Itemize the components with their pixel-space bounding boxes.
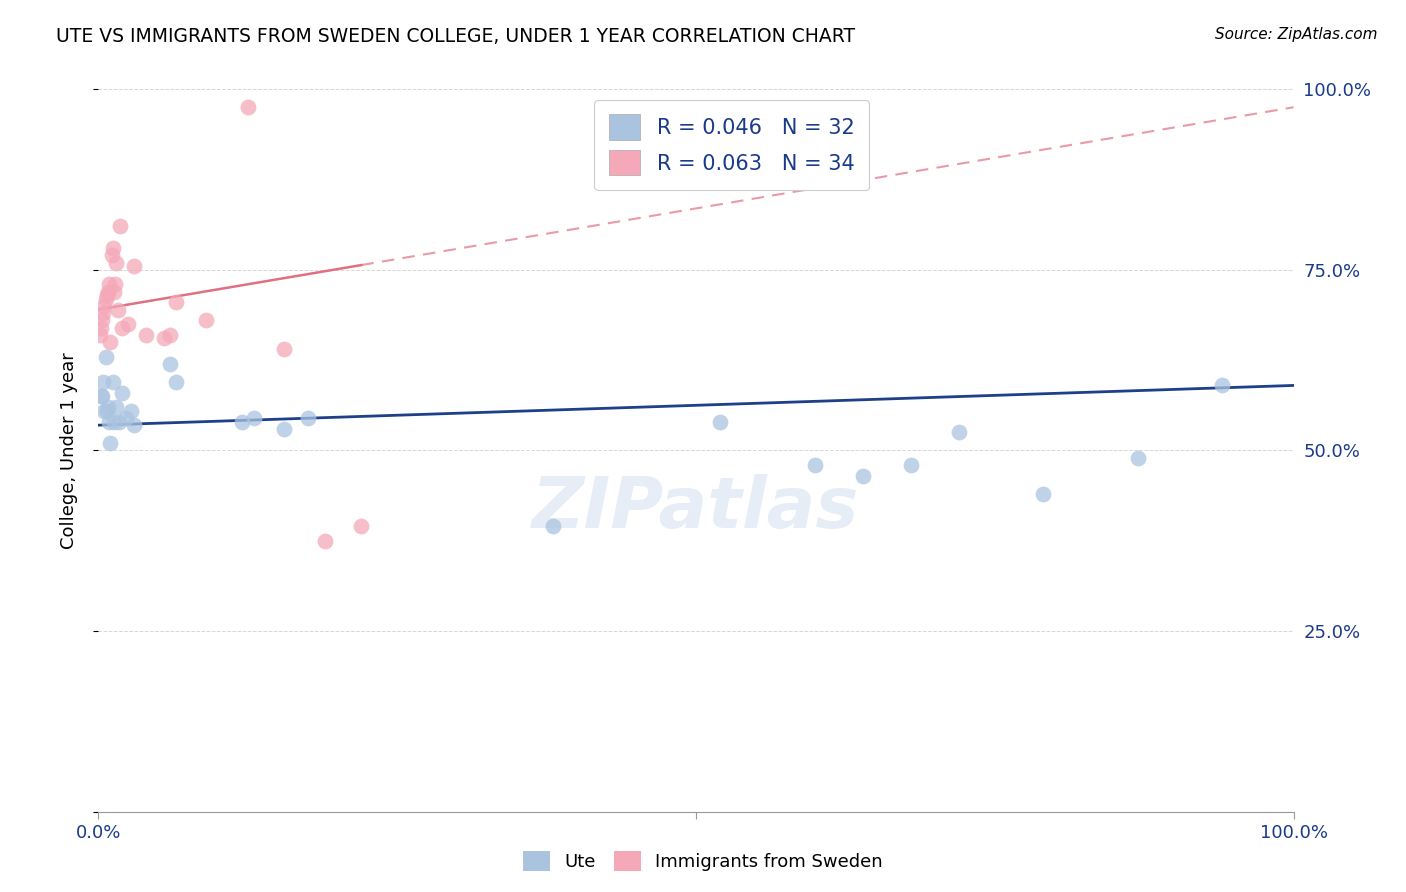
Point	[90, 389, 112, 403]
Point	[94, 350, 117, 364]
Point	[1211, 378, 1233, 392]
Point	[195, 313, 218, 327]
Point	[91, 389, 114, 403]
Point	[96, 288, 118, 302]
Y-axis label: College, Under 1 year: College, Under 1 year	[59, 352, 77, 549]
Point	[98, 415, 121, 429]
Point	[159, 327, 181, 342]
Text: Source: ZipAtlas.com: Source: ZipAtlas.com	[1215, 27, 1378, 42]
Point	[124, 259, 146, 273]
Point	[103, 285, 125, 299]
Point	[315, 533, 337, 548]
Point	[900, 458, 922, 472]
Point	[111, 385, 134, 400]
Point	[120, 403, 142, 417]
Point	[165, 375, 187, 389]
Point	[105, 255, 128, 269]
Point	[297, 411, 319, 425]
Point	[107, 302, 129, 317]
Point	[100, 248, 122, 262]
Point	[243, 411, 266, 425]
Point	[108, 219, 131, 234]
Point	[89, 327, 111, 342]
Point	[104, 277, 127, 292]
Point	[93, 299, 115, 313]
Point	[165, 295, 187, 310]
Point	[117, 317, 139, 331]
Point	[103, 415, 125, 429]
Point	[91, 375, 114, 389]
Text: ZIPatlas: ZIPatlas	[533, 474, 859, 542]
Point	[115, 411, 138, 425]
Point	[111, 320, 134, 334]
Point	[236, 100, 259, 114]
Point	[97, 400, 120, 414]
Legend: R = 0.046   N = 32, R = 0.063   N = 34: R = 0.046 N = 32, R = 0.063 N = 34	[595, 100, 869, 190]
Point	[231, 415, 253, 429]
Legend: Ute, Immigrants from Sweden: Ute, Immigrants from Sweden	[516, 844, 890, 879]
Point	[709, 415, 731, 429]
Point	[124, 418, 146, 433]
Point	[135, 327, 157, 342]
Point	[153, 331, 176, 345]
Point	[948, 425, 970, 440]
Point	[1128, 450, 1150, 465]
Point	[91, 313, 114, 327]
Point	[1032, 487, 1054, 501]
Point	[91, 306, 114, 320]
Point	[107, 415, 129, 429]
Point	[159, 357, 181, 371]
Point	[98, 277, 121, 292]
Point	[90, 320, 112, 334]
Point	[804, 458, 827, 472]
Point	[105, 400, 128, 414]
Point	[852, 468, 875, 483]
Point	[541, 519, 564, 533]
Point	[94, 292, 117, 306]
Point	[101, 241, 124, 255]
Point	[98, 334, 122, 349]
Point	[98, 436, 122, 450]
Point	[350, 519, 373, 533]
Point	[93, 403, 115, 417]
Text: UTE VS IMMIGRANTS FROM SWEDEN COLLEGE, UNDER 1 YEAR CORRELATION CHART: UTE VS IMMIGRANTS FROM SWEDEN COLLEGE, U…	[56, 27, 855, 45]
Point	[97, 285, 120, 299]
Point	[96, 403, 118, 417]
Point	[273, 343, 295, 357]
Point	[101, 375, 124, 389]
Point	[273, 422, 295, 436]
